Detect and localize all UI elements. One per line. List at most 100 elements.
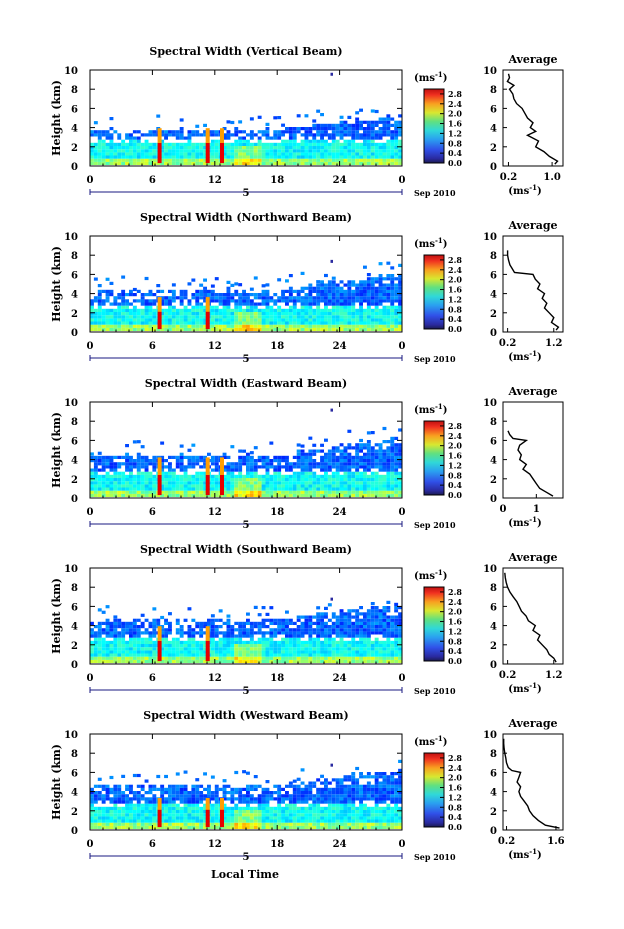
heatmap-cell xyxy=(249,158,254,162)
heatmap-cell xyxy=(152,318,157,322)
heatmap-cell xyxy=(330,597,333,601)
heatmap-cell xyxy=(370,152,375,156)
heatmap-cell xyxy=(285,155,289,159)
heatmap-cell xyxy=(335,493,340,497)
heatmap-cell xyxy=(366,321,371,325)
heatmap-cell xyxy=(304,474,309,478)
heatmap-cell xyxy=(175,481,180,485)
heatmap-cell xyxy=(97,459,102,463)
heatmap-cell xyxy=(343,158,348,162)
heatmap-cell xyxy=(386,289,391,293)
heatmap-cell xyxy=(105,161,110,165)
heatmap-cell xyxy=(168,465,172,469)
heatmap-cell xyxy=(171,794,176,798)
heatmap-cell xyxy=(129,158,133,162)
heatmap-cell xyxy=(199,653,204,657)
heatmap-cell xyxy=(308,455,313,459)
heatmap-cell xyxy=(246,324,250,328)
heatmap-cell xyxy=(144,816,149,820)
heatmap-cell xyxy=(109,158,114,162)
heatmap-cell xyxy=(113,806,118,810)
heatmap-cell xyxy=(300,490,305,494)
heatmap-cell xyxy=(285,478,289,482)
heatmap-cell xyxy=(292,465,297,469)
heatmap-cell xyxy=(136,803,141,807)
heatmap-cell xyxy=(359,647,363,651)
heatmap-cell xyxy=(359,465,363,469)
heatmap-cell xyxy=(285,146,289,150)
heatmap-cell xyxy=(109,810,114,814)
heatmap-cell xyxy=(90,158,94,162)
heatmap-cell xyxy=(160,142,165,146)
heatmap-cell xyxy=(183,149,188,153)
heatmap-cell xyxy=(339,302,344,306)
heatmap-cell xyxy=(183,484,188,488)
heatmap-cell xyxy=(234,139,239,143)
heatmap-cell xyxy=(324,133,328,137)
heatmap-cell xyxy=(390,625,395,629)
heatmap-cell xyxy=(117,462,122,466)
heatmap-cell xyxy=(121,816,126,820)
heatmap-cell xyxy=(168,289,172,293)
heatmap-cell xyxy=(390,312,395,316)
heatmap-cell xyxy=(121,621,126,625)
heatmap-cell xyxy=(327,289,332,293)
heatmap-cell xyxy=(335,615,340,619)
heatmap-cell xyxy=(179,797,184,801)
heatmap-cell xyxy=(304,139,309,143)
heatmap-cell xyxy=(210,474,215,478)
heatmap-cell xyxy=(339,465,344,469)
heatmap-cell xyxy=(378,455,383,459)
heatmap-cell xyxy=(191,152,196,156)
heatmap-cell xyxy=(101,158,106,162)
heatmap-cell xyxy=(129,321,133,325)
heatmap-cell xyxy=(105,813,110,817)
heatmap-cell xyxy=(398,653,402,657)
heatmap-cell xyxy=(331,487,336,491)
heatmap-cell xyxy=(101,155,106,159)
heatmap-cell xyxy=(132,142,137,146)
heatmap-cell xyxy=(93,806,98,810)
heatmap-cell xyxy=(359,123,363,127)
heatmap-cell xyxy=(140,625,145,629)
colorbar-unit-exponent: -1 xyxy=(435,402,443,411)
heatmap-cell xyxy=(390,305,395,309)
heatmap-cell xyxy=(132,644,137,648)
heatmap-cell xyxy=(398,628,402,632)
heatmap-cell xyxy=(335,133,340,137)
heatmap-cell xyxy=(312,296,317,300)
heatmap-cell xyxy=(129,459,133,463)
heatmap-cell xyxy=(296,455,301,459)
heatmap-cell xyxy=(195,471,200,475)
heatmap-cell xyxy=(136,478,141,482)
heatmap-cell xyxy=(304,484,309,488)
heatmap-cell xyxy=(218,315,223,319)
heatmap-cell xyxy=(164,459,168,463)
heatmap-cell xyxy=(222,474,227,478)
heatmap-cell xyxy=(90,806,94,810)
heatmap-cell xyxy=(285,455,289,459)
y-tick-label: 10 xyxy=(64,232,78,243)
heatmap-cell xyxy=(168,471,172,475)
heatmap-cell xyxy=(90,797,94,801)
heatmap-spike-cell xyxy=(157,297,162,301)
heatmap-cell xyxy=(152,656,157,660)
heatmap-cell xyxy=(129,625,133,629)
heatmap-cell xyxy=(355,142,360,146)
heatmap-cell xyxy=(152,327,157,331)
heatmap-cell xyxy=(129,797,133,801)
heatmap-cell xyxy=(261,487,266,491)
heatmap-cell xyxy=(316,289,321,293)
heatmap-cell xyxy=(109,656,114,660)
heatmap-cell xyxy=(281,650,285,654)
heatmap-cell xyxy=(351,653,356,657)
heatmap-cell xyxy=(168,481,172,485)
heatmap-cell xyxy=(324,452,328,456)
heatmap-cell xyxy=(292,296,297,300)
heatmap-cell xyxy=(90,155,94,159)
heatmap-cell xyxy=(101,493,106,497)
heatmap-cell xyxy=(160,800,165,804)
heatmap-cell xyxy=(90,800,94,804)
heatmap-cell xyxy=(374,324,379,328)
heatmap-cell xyxy=(234,308,239,312)
